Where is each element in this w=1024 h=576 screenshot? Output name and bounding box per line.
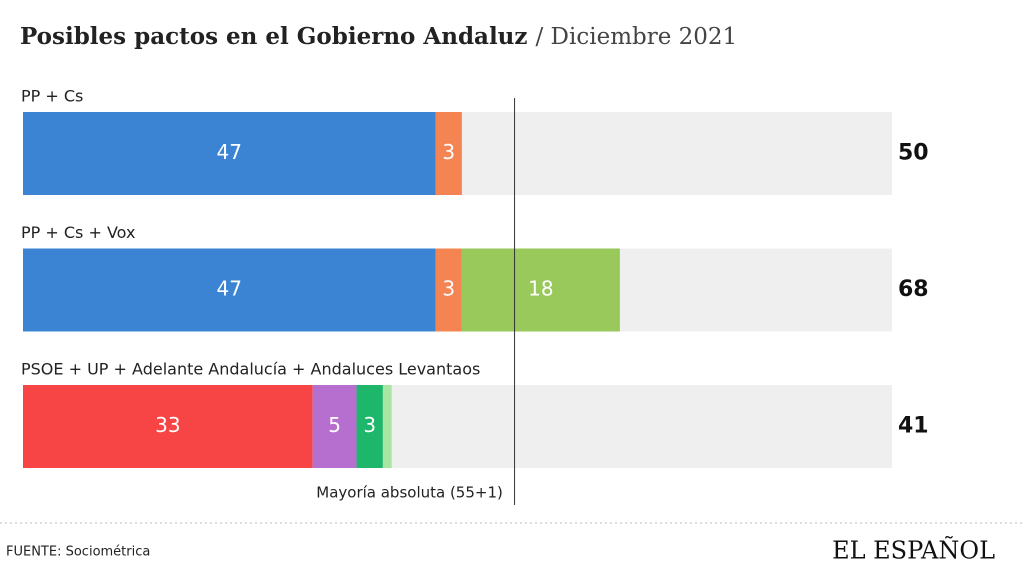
bar-segment: [382, 385, 392, 468]
segment-label: 47: [217, 277, 242, 301]
row-total: 50: [898, 141, 929, 166]
source: FUENTE: Sociométrica: [6, 545, 150, 560]
row-label: PP + Cs + Vox: [21, 223, 135, 242]
row-total: 68: [898, 277, 929, 302]
subtitle: / Diciembre 2021: [535, 24, 737, 50]
row-label: PSOE + UP + Adelante Andalucía + Andaluc…: [21, 360, 480, 379]
reference-label: Mayoría absoluta (55+1): [316, 484, 503, 502]
bar-segment: [435, 112, 462, 195]
bar-segment: [23, 248, 436, 332]
segment-label: 5: [328, 413, 341, 437]
segment-label: 47: [217, 140, 242, 164]
bar-segment: [23, 385, 313, 468]
row-total: 41: [898, 414, 929, 439]
chart-title: Posibles pactos en el Gobierno Andaluz /…: [20, 23, 737, 50]
title: Posibles pactos en el Gobierno Andaluz: [20, 23, 527, 50]
bar-segment: [461, 248, 620, 332]
row-label: PP + Cs: [21, 87, 83, 106]
bar-segment: [435, 248, 462, 332]
bar-segment: [312, 385, 357, 468]
segment-label: 33: [155, 413, 180, 437]
bar-segment: [23, 112, 436, 195]
brand: EL ESPAÑOL: [832, 535, 995, 565]
segment-label: 3: [442, 140, 455, 164]
segment-label: 3: [442, 277, 455, 301]
bar-segment: [356, 385, 383, 468]
segment-label: 18: [528, 277, 553, 301]
segment-label: 3: [363, 413, 376, 437]
